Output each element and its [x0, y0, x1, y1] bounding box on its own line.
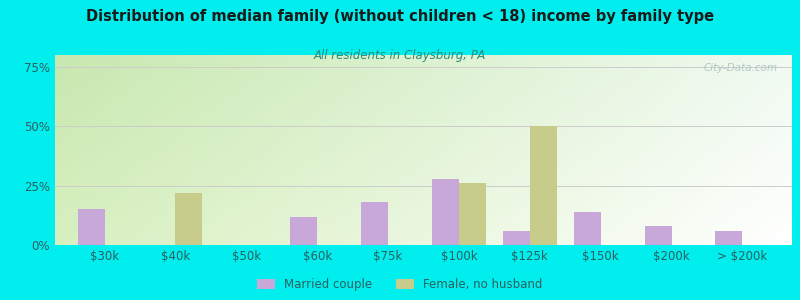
Bar: [432, 178, 459, 245]
Bar: [645, 226, 671, 245]
Bar: [715, 231, 742, 245]
Text: Distribution of median family (without children < 18) income by family type: Distribution of median family (without c…: [86, 9, 714, 24]
Text: City-Data.com: City-Data.com: [703, 63, 778, 73]
Bar: [574, 212, 601, 245]
Bar: [530, 126, 557, 245]
Bar: [290, 217, 318, 245]
Legend: Married couple, Female, no husband: Married couple, Female, no husband: [258, 278, 542, 291]
Bar: [459, 183, 486, 245]
Bar: [361, 202, 388, 245]
Bar: [503, 231, 530, 245]
Bar: [78, 209, 105, 245]
Text: All residents in Claysburg, PA: All residents in Claysburg, PA: [314, 50, 486, 62]
Bar: [175, 193, 202, 245]
